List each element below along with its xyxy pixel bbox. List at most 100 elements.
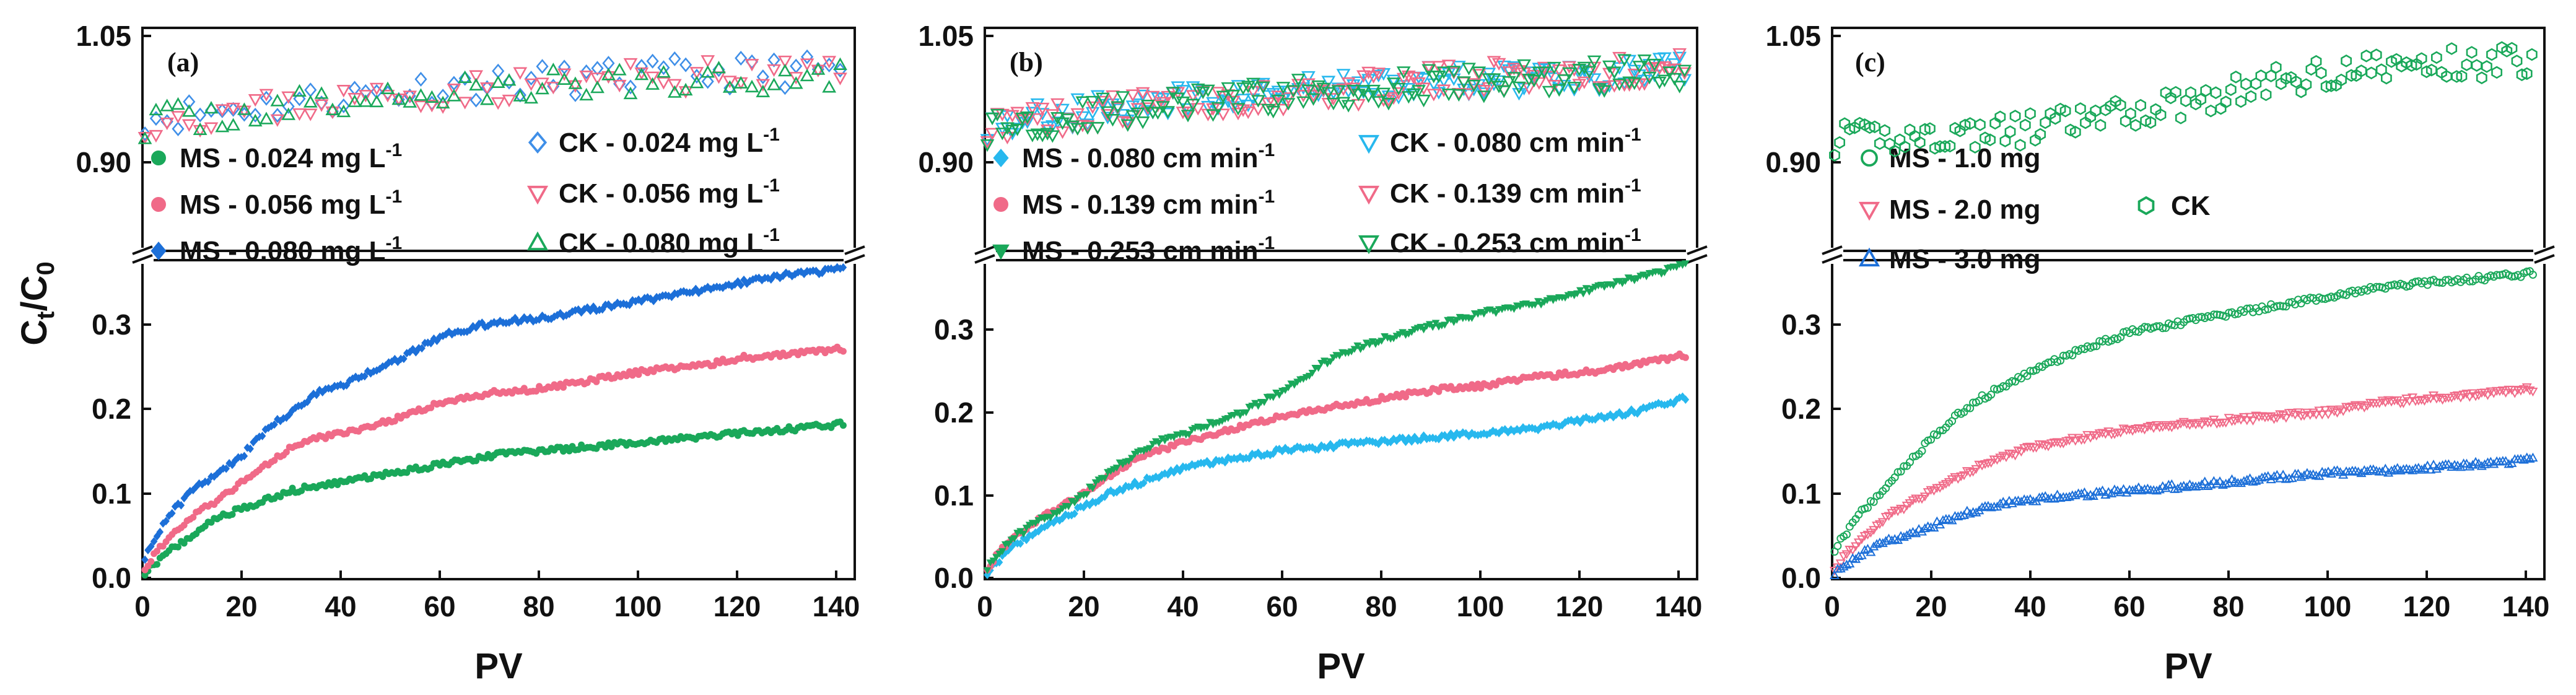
- data-point: [352, 372, 359, 382]
- data-point: [2465, 461, 2475, 471]
- data-point: [373, 366, 380, 375]
- x-tick-label: 20: [1068, 590, 1099, 623]
- data-point: [635, 295, 642, 304]
- x-tick-label: 20: [225, 590, 257, 623]
- data-point: [355, 374, 362, 383]
- data-point: [2416, 396, 2427, 405]
- y-tick-label: 0.2: [92, 393, 131, 425]
- data-point: [598, 305, 606, 314]
- data-point: [1050, 98, 1065, 111]
- data-point: [2196, 421, 2207, 430]
- data-point: [359, 94, 373, 107]
- legend-marker-shape: [528, 131, 548, 154]
- data-point: [668, 292, 676, 302]
- data-point: [2528, 387, 2538, 397]
- panel-label: (c): [1855, 47, 1885, 77]
- data-point: [1853, 551, 1864, 560]
- data-point: [1284, 384, 1293, 391]
- data-point: [403, 90, 417, 103]
- data-point: [1998, 452, 2009, 461]
- data-point: [1246, 77, 1260, 90]
- data-point: [513, 89, 528, 102]
- data-point: [2380, 71, 2392, 85]
- data-point: [2040, 442, 2051, 451]
- data-point: [1848, 546, 1858, 556]
- data-point: [619, 299, 627, 308]
- data-point: [980, 136, 995, 149]
- data-point: [1276, 103, 1291, 117]
- data-point: [2272, 414, 2282, 423]
- data-point: [2272, 470, 2282, 479]
- data-point: [1062, 510, 1070, 519]
- data-point: [490, 318, 498, 327]
- data-point: [1173, 464, 1181, 473]
- x-tick-label: 80: [2212, 590, 2244, 623]
- data-point: [2151, 421, 2162, 431]
- data-point: [1421, 61, 1436, 74]
- data-point: [1864, 504, 1872, 512]
- data-point: [491, 97, 505, 110]
- data-point: [678, 86, 693, 99]
- data-point: [790, 58, 803, 74]
- data-point: [1480, 310, 1488, 318]
- data-point: [1241, 81, 1255, 94]
- legend-label: MS - 0.056 mg L-1: [180, 186, 402, 220]
- series-ck-0-024-mg-l-1: [138, 49, 847, 141]
- y-tick-labels: 0.0 0.1 0.2 0.3 0.90 1.05: [76, 20, 131, 594]
- data-point: [2310, 55, 2322, 68]
- data-point: [1155, 473, 1163, 483]
- data-point: [689, 76, 704, 89]
- data-point: [551, 312, 558, 321]
- data-point: [1547, 80, 1561, 93]
- data-point: [150, 537, 158, 546]
- data-point: [1984, 133, 1996, 147]
- data-point: [2425, 465, 2436, 474]
- y-tick-label: 0.0: [1781, 562, 1821, 594]
- data-point: [1053, 515, 1060, 524]
- data-point: [1080, 120, 1095, 133]
- data-point: [1547, 61, 1561, 75]
- data-point: [1275, 391, 1283, 399]
- data-point: [1462, 63, 1476, 76]
- data-point: [249, 107, 262, 123]
- data-point: [590, 80, 605, 94]
- data-point: [1216, 108, 1231, 121]
- data-point: [2121, 487, 2132, 497]
- data-point: [833, 72, 847, 85]
- data-point: [1120, 116, 1135, 130]
- data-point: [385, 358, 393, 367]
- data-point: [1101, 492, 1109, 501]
- data-point: [1226, 95, 1241, 108]
- legend-item: MS - 0.139 cm min-1: [993, 186, 1275, 220]
- data-point: [756, 69, 769, 84]
- data-point: [800, 68, 814, 82]
- data-point: [226, 118, 240, 131]
- data-point: [2070, 490, 2080, 499]
- data-point: [1005, 128, 1019, 141]
- data-point: [1055, 117, 1070, 130]
- data-point: [2260, 88, 2272, 102]
- data-point: [260, 90, 273, 106]
- data-point: [1682, 354, 1689, 361]
- data-point: [259, 89, 274, 102]
- data-point: [1854, 116, 1866, 130]
- data-point: [1879, 124, 1890, 138]
- data-point: [1254, 448, 1262, 457]
- data-point: [1918, 447, 1926, 455]
- data-point: [1030, 113, 1045, 126]
- data-point: [304, 82, 317, 98]
- data-point: [2434, 461, 2445, 471]
- data-point: [2501, 45, 2513, 58]
- data-point: [1008, 543, 1015, 551]
- data-point: [1227, 455, 1235, 464]
- data-point: [1632, 61, 1647, 74]
- legend-label: CK - 0.253 cm min-1: [1390, 225, 1641, 258]
- data-point: [524, 90, 538, 104]
- data-point: [303, 95, 318, 108]
- data-point: [1181, 107, 1195, 120]
- data-point: [2356, 64, 2367, 77]
- data-point: [1962, 467, 1972, 476]
- data-point: [1271, 90, 1286, 103]
- data-point: [2043, 442, 2054, 452]
- data-point: [1110, 488, 1117, 497]
